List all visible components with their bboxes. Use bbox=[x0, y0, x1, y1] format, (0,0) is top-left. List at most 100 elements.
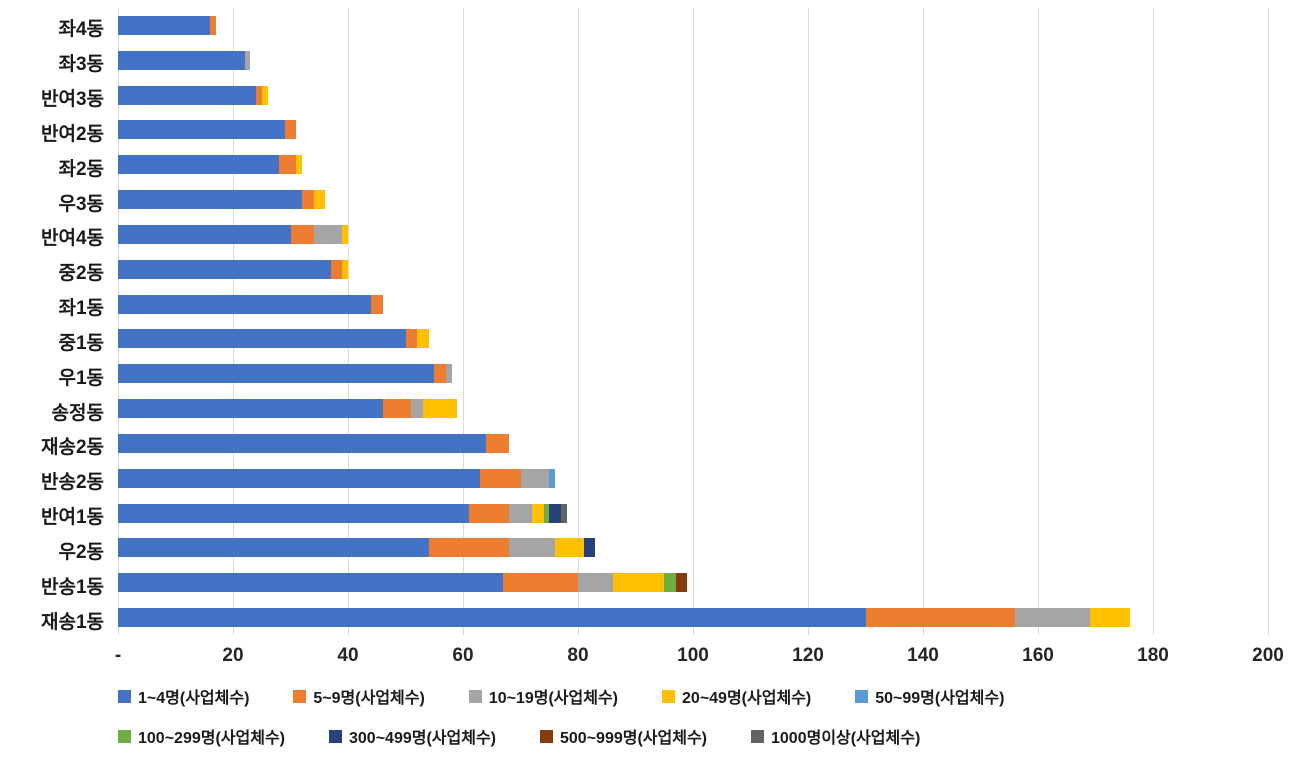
category-label: 반여1동 bbox=[40, 507, 104, 529]
plot-area bbox=[118, 8, 1269, 635]
x-tick-label: - bbox=[114, 645, 122, 666]
bar-재송1동 bbox=[118, 608, 1130, 628]
bar-segment bbox=[422, 399, 458, 419]
category-label: 반여2동 bbox=[40, 123, 104, 145]
bar-segment bbox=[118, 190, 302, 210]
bar-segment bbox=[118, 608, 866, 628]
gridline bbox=[808, 8, 809, 635]
legend-item: 50~99명(사업체수) bbox=[855, 684, 1004, 708]
bar-segment bbox=[612, 573, 665, 593]
bar-반여2동 bbox=[118, 120, 297, 140]
bar-segment bbox=[118, 329, 406, 349]
bar-segment bbox=[1089, 608, 1130, 628]
x-tick-label: 80 bbox=[567, 645, 589, 666]
legend-label: 300~499명(사업체수) bbox=[349, 730, 496, 747]
bar-segment bbox=[118, 85, 256, 105]
bar-segment bbox=[543, 503, 550, 523]
bar-segment bbox=[371, 294, 383, 314]
x-tick-label: 20 bbox=[222, 645, 244, 666]
bar-segment bbox=[865, 608, 1015, 628]
bar-중1동 bbox=[118, 329, 429, 349]
bar-segment bbox=[256, 85, 262, 105]
gridline bbox=[233, 8, 234, 635]
legend-swatch-icon bbox=[855, 689, 869, 703]
legend-item: 100~299명(사업체수) bbox=[118, 724, 285, 748]
legend-item: 5~9명(사업체수) bbox=[293, 684, 425, 708]
category-label: 중2동 bbox=[58, 263, 104, 285]
bar-반송2동 bbox=[118, 468, 555, 488]
bar-segment bbox=[417, 329, 429, 349]
legend-label: 500~999명(사업체수) bbox=[560, 730, 707, 747]
bar-segment bbox=[118, 503, 469, 523]
bar-segment bbox=[509, 538, 555, 558]
legend-swatch-icon bbox=[662, 689, 676, 703]
legend-label: 5~9명(사업체수) bbox=[313, 690, 425, 707]
gridline bbox=[348, 8, 349, 635]
category-label: 반송2동 bbox=[40, 472, 104, 494]
legend-item: 10~19명(사업체수) bbox=[468, 684, 618, 708]
bar-segment bbox=[486, 433, 509, 453]
bar-segment bbox=[549, 503, 561, 523]
bar-segment bbox=[118, 120, 285, 140]
bar-segment bbox=[330, 259, 343, 279]
x-axis-labels: - 20 40 60 80 100 120 140 160 180 200 bbox=[0, 645, 1305, 671]
legend-row: 1~4명(사업체수) 5~9명(사업체수) 10~19명(사업체수) 20~49명(사… bbox=[118, 684, 1288, 708]
bar-segment bbox=[313, 224, 343, 244]
bar-segment bbox=[296, 155, 302, 175]
x-tick-label: 180 bbox=[1137, 645, 1169, 666]
gridline bbox=[463, 8, 464, 635]
bar-segment bbox=[382, 399, 412, 419]
bar-segment bbox=[675, 573, 688, 593]
legend-label: 50~99명(사업체수) bbox=[875, 690, 1005, 707]
legend-label: 100~299명(사업체수) bbox=[138, 730, 285, 747]
bar-반여3동 bbox=[118, 85, 268, 105]
category-label: 좌4동 bbox=[58, 19, 104, 41]
bar-segment bbox=[118, 15, 210, 35]
bar-segment bbox=[532, 503, 544, 523]
bar-segment bbox=[118, 399, 383, 419]
category-label: 좌2동 bbox=[58, 158, 104, 180]
bar-segment bbox=[244, 50, 251, 70]
bar-segment bbox=[428, 538, 509, 558]
bar-segment bbox=[118, 433, 486, 453]
bar-segment bbox=[411, 399, 423, 419]
bar-segment bbox=[664, 573, 676, 593]
bar-segment bbox=[118, 468, 481, 488]
bar-segment bbox=[578, 573, 613, 593]
x-tick-label: 200 bbox=[1252, 645, 1284, 666]
bar-segment bbox=[210, 15, 216, 35]
bar-반여1동 bbox=[118, 503, 567, 523]
legend-label: 1000명이상(사업체수) bbox=[771, 730, 921, 747]
x-tick-label: 40 bbox=[337, 645, 359, 666]
bar-segment bbox=[480, 468, 521, 488]
bar-우2동 bbox=[118, 538, 596, 558]
category-label: 좌3동 bbox=[58, 54, 104, 76]
bar-segment bbox=[520, 468, 550, 488]
x-tick-label: 120 bbox=[792, 645, 824, 666]
x-tick-label: 60 bbox=[452, 645, 474, 666]
bar-segment bbox=[549, 468, 555, 488]
bar-segment bbox=[503, 573, 578, 593]
legend-swatch-icon bbox=[540, 729, 553, 743]
bar-재송2동 bbox=[118, 433, 509, 453]
gridline bbox=[578, 8, 579, 635]
gridline bbox=[923, 8, 924, 635]
gridline bbox=[1268, 8, 1269, 635]
bar-segment bbox=[468, 503, 509, 523]
bar-반송1동 bbox=[118, 573, 688, 593]
x-tick-label: 140 bbox=[907, 645, 939, 666]
category-label: 좌1동 bbox=[58, 298, 104, 320]
x-tick-label: 100 bbox=[677, 645, 709, 666]
category-label: 반송1동 bbox=[40, 576, 104, 598]
legend-swatch-icon bbox=[293, 689, 307, 703]
bar-segment bbox=[118, 50, 245, 70]
legend-swatch-icon bbox=[118, 689, 131, 703]
legend-swatch-icon bbox=[751, 729, 764, 743]
legend-item: 500~999명(사업체수) bbox=[540, 724, 707, 748]
category-label: 재송2동 bbox=[40, 437, 104, 459]
bar-segment bbox=[313, 190, 325, 210]
legend-swatch-icon bbox=[468, 689, 482, 703]
bar-좌1동 bbox=[118, 294, 383, 314]
gridline bbox=[118, 8, 119, 635]
